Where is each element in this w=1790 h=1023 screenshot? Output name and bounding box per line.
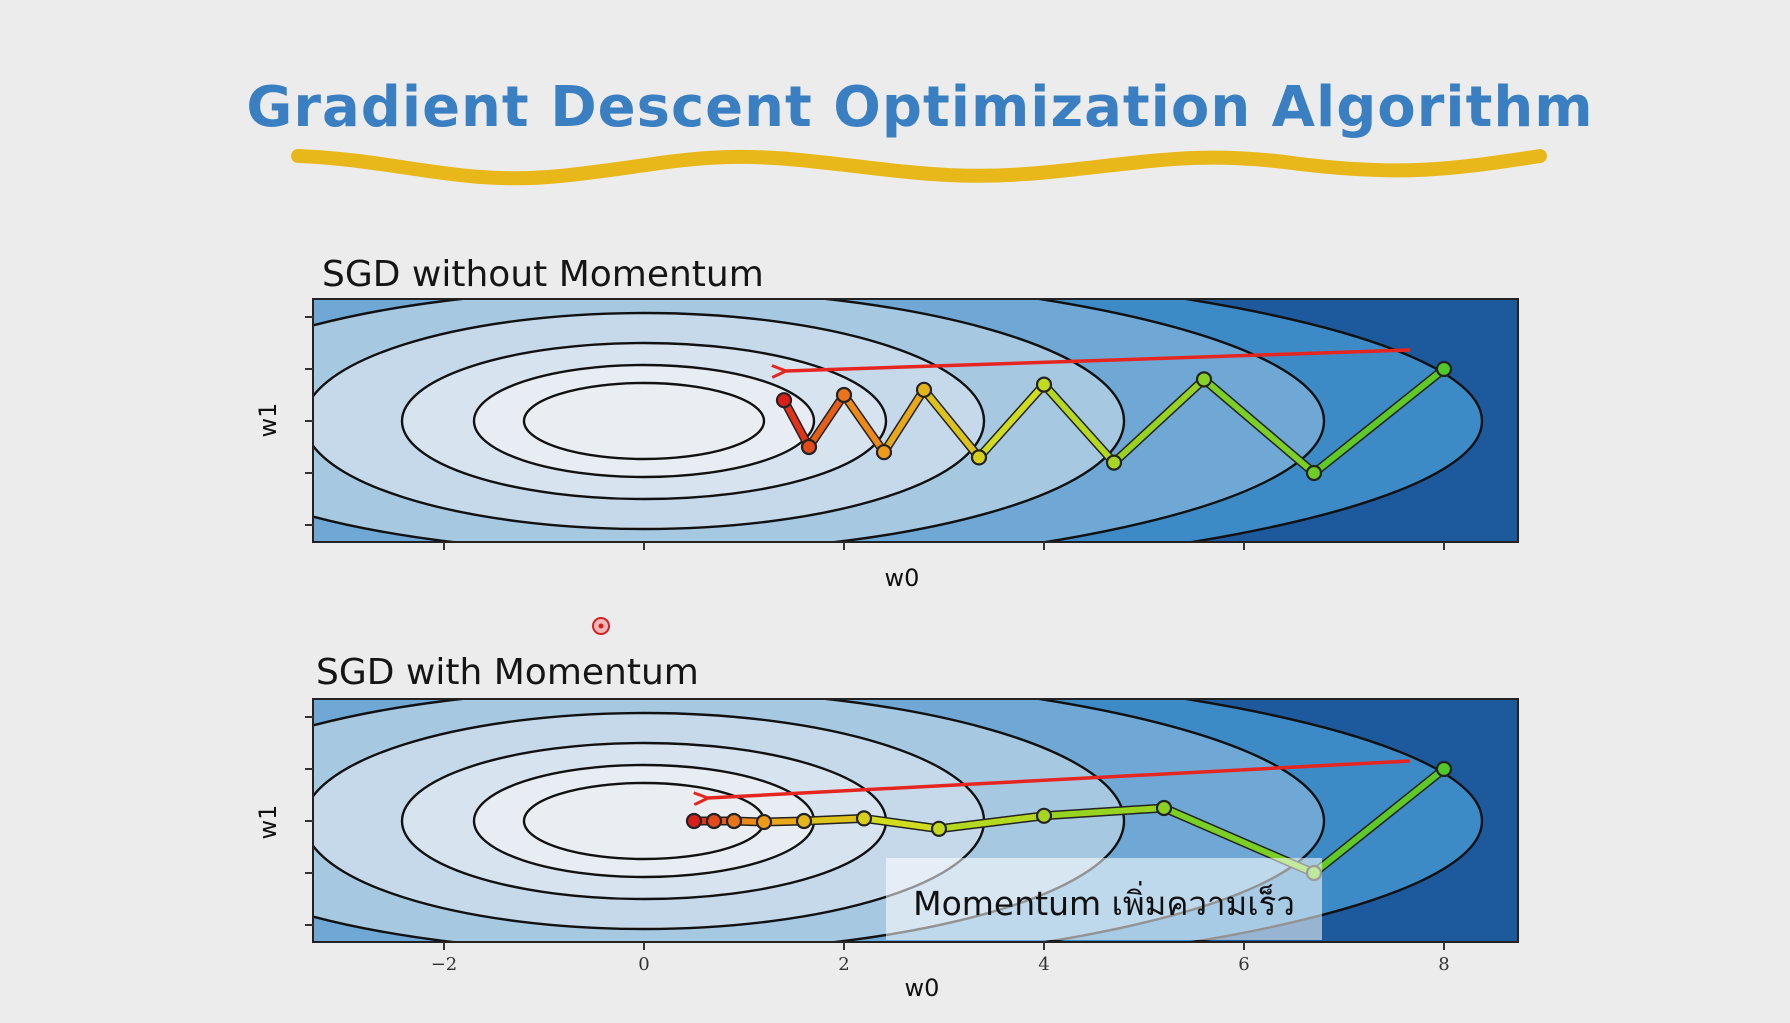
path-point <box>1435 760 1453 778</box>
path-point <box>1155 799 1173 817</box>
path-point <box>855 810 873 827</box>
path-segment <box>1041 805 1167 819</box>
path-point <box>800 438 818 456</box>
panel-title-bottom: SGD with Momentum <box>316 652 699 693</box>
path-segment <box>1311 766 1447 876</box>
x-tick-label: 4 <box>1038 954 1049 975</box>
x-tick-label: −2 <box>431 954 458 975</box>
path-segment <box>881 386 927 456</box>
path-point <box>1035 807 1053 824</box>
path-point <box>705 812 723 830</box>
path-segment <box>806 392 847 450</box>
path-point <box>1305 464 1323 482</box>
contour-plot-top <box>305 298 1519 550</box>
cursor-marker-center <box>598 623 604 629</box>
contour-ellipse <box>522 381 766 461</box>
path-point <box>930 820 948 837</box>
path-point <box>1435 360 1453 378</box>
path-point <box>915 381 933 398</box>
x-tick-label: 8 <box>1438 954 1449 975</box>
path-point <box>970 449 988 466</box>
path-segment <box>1201 376 1317 476</box>
path-point <box>725 812 743 830</box>
path-segment <box>921 386 982 461</box>
path-segment <box>976 381 1047 461</box>
path-point <box>795 812 813 830</box>
path-point <box>685 812 703 830</box>
path-point <box>1105 454 1123 471</box>
panel-title-top: SGD without Momentum <box>322 254 764 295</box>
caption-text: Momentum เพิ่มความเร็ว <box>913 881 1295 923</box>
path-point <box>775 392 793 409</box>
path-segment <box>1041 381 1117 466</box>
path-segment <box>801 815 867 824</box>
slide-title: Gradient Descent Optimization Algorithm <box>246 75 1593 140</box>
path-point <box>1035 376 1053 393</box>
path-segment <box>841 392 887 456</box>
ylabel-bottom: w1 <box>254 805 282 840</box>
x-tick-labels: −2 0 2 4 6 8 <box>431 954 1450 975</box>
direction-arrow <box>708 759 1411 798</box>
caption-box <box>886 858 1322 940</box>
path-point <box>1195 371 1213 388</box>
contour-plot-bottom <box>305 698 1519 950</box>
path-segment <box>1111 376 1207 466</box>
x-tick-label: 6 <box>1238 954 1249 975</box>
path-segment <box>861 815 942 832</box>
path-segment <box>936 812 1047 832</box>
path-segment <box>1311 366 1447 476</box>
direction-arrow <box>786 348 1411 371</box>
path-segment <box>781 397 812 450</box>
title-underline <box>291 149 1547 186</box>
ylabel-top: w1 <box>254 403 282 438</box>
path-point <box>755 813 773 831</box>
xlabel-bottom: w0 <box>905 974 940 1002</box>
xlabel-top: w0 <box>885 564 920 592</box>
x-tick-label: 0 <box>638 954 649 975</box>
x-tick-label: 2 <box>838 954 849 975</box>
path-point <box>875 444 893 461</box>
path-point <box>835 386 853 404</box>
